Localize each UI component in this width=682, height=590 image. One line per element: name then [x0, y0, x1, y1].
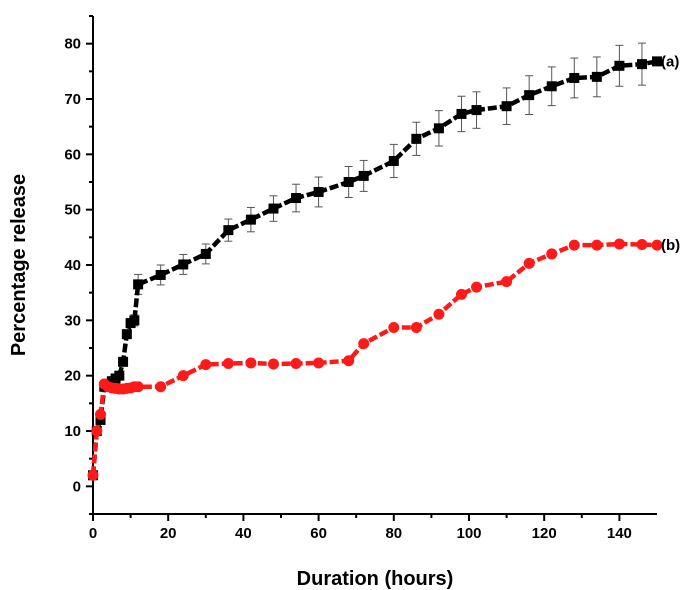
data-point-b: [455, 288, 467, 300]
y-tick-label: 70: [64, 91, 81, 108]
data-point-a: [546, 81, 557, 92]
data-point-a: [268, 203, 279, 214]
x-tick-label: 140: [607, 525, 632, 542]
data-point-a: [569, 72, 580, 83]
y-tick-label: 0: [73, 478, 81, 495]
data-point-b: [546, 248, 558, 260]
data-point-b: [591, 239, 603, 251]
data-point-a: [155, 269, 166, 280]
data-point-a: [411, 133, 422, 144]
y-tick-label: 30: [64, 312, 81, 329]
data-point-a: [524, 90, 535, 101]
series-label: (a): [661, 53, 679, 70]
data-point-b: [388, 322, 400, 334]
data-point-a: [591, 71, 602, 82]
data-point-b: [433, 308, 445, 320]
series-lines: [90, 59, 658, 476]
data-point-b: [343, 355, 355, 367]
ticks: 0 20 40 60 80 100 120 140 0 10 20 30 40 50 60 70 80: [64, 15, 632, 542]
y-tick-label: 40: [64, 257, 81, 274]
data-point-b: [313, 357, 325, 369]
data-point-a: [178, 259, 189, 270]
data-point-a: [471, 105, 482, 116]
series-line-a: [90, 59, 658, 476]
x-tick-label: 0: [89, 525, 97, 542]
series-line-b: [90, 241, 658, 476]
series-label: (b): [661, 237, 680, 254]
data-point-b: [358, 338, 370, 350]
data-point-b: [177, 370, 189, 382]
x-tick-label: 100: [456, 525, 481, 542]
data-point-b: [471, 281, 483, 293]
data-point-b: [636, 239, 648, 251]
data-point-b: [245, 357, 257, 369]
data-point-a: [456, 108, 467, 119]
y-tick-label: 50: [64, 202, 81, 219]
data-point-b: [132, 381, 144, 393]
data-point-b: [267, 358, 279, 370]
data-point-a: [118, 356, 129, 367]
data-point-a: [358, 170, 369, 181]
data-point-b: [523, 257, 535, 269]
data-point-a: [114, 370, 125, 381]
data-point-a: [129, 315, 140, 326]
data-point-b: [568, 239, 580, 251]
data-point-a: [501, 101, 512, 112]
data-point-a: [291, 193, 302, 204]
data-point-a: [223, 225, 234, 236]
data-point-a: [313, 186, 324, 197]
data-point-a: [200, 248, 211, 259]
y-tick-label: 20: [64, 368, 81, 385]
error-bars: [130, 42, 646, 327]
y-tick-label: 80: [64, 36, 81, 53]
data-point-b: [95, 408, 107, 420]
data-point-a: [636, 59, 647, 70]
data-point-a: [343, 177, 354, 187]
x-tick-label: 60: [310, 525, 327, 542]
x-tick-label: 120: [532, 525, 557, 542]
data-point-a: [245, 214, 256, 225]
x-tick-label: 20: [160, 525, 177, 542]
data-point-a: [433, 123, 444, 134]
data-point-a: [388, 155, 399, 166]
y-tick-label: 10: [64, 423, 81, 440]
data-point-b: [222, 357, 234, 369]
data-point-b: [613, 238, 625, 250]
y-axis-title: Percentage release: [8, 174, 30, 356]
x-axis-title: Duration (hours): [297, 568, 454, 590]
data-point-b: [200, 359, 212, 371]
x-tick-label: 80: [385, 525, 402, 542]
x-tick-label: 40: [235, 525, 252, 542]
y-tick-label: 60: [64, 146, 81, 163]
series-labels: (a) (b): [661, 53, 680, 254]
data-point-b: [501, 276, 513, 288]
data-point-b: [410, 322, 422, 334]
data-point-b: [155, 381, 167, 393]
data-point-b: [290, 357, 302, 369]
markers: [87, 56, 663, 481]
data-point-b: [87, 469, 99, 481]
data-point-a: [133, 279, 144, 290]
data-point-b: [651, 239, 663, 251]
data-point-a: [614, 60, 625, 71]
data-point-b: [91, 425, 103, 437]
data-point-a: [121, 329, 132, 340]
data-point-a: [95, 414, 106, 425]
data-point-a: [652, 56, 662, 67]
